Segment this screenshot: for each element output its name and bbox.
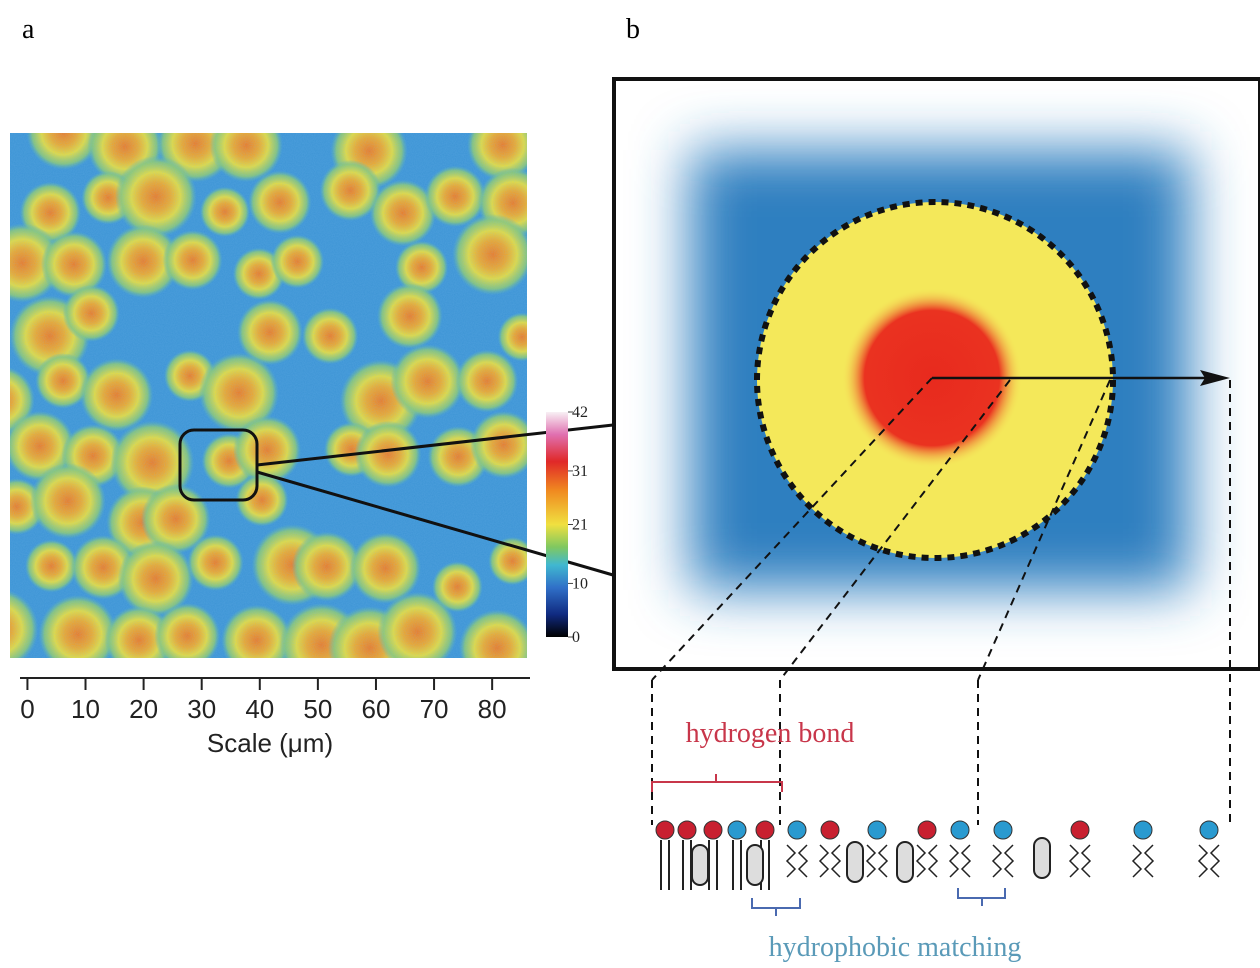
x-tick-label: 80 — [478, 694, 507, 724]
lipid-head — [788, 821, 806, 839]
x-tick-label: 30 — [187, 694, 216, 724]
lipid-tail — [661, 840, 669, 890]
colorbar-tick-label: 0 — [572, 629, 580, 646]
lipid-tail — [733, 840, 741, 890]
lipid-tail — [1133, 845, 1153, 877]
x-tick-label: 20 — [129, 694, 158, 724]
cholesterol — [897, 842, 913, 882]
cholesterol — [692, 845, 708, 885]
lipid-tail — [867, 845, 887, 877]
x-tick-label: 50 — [303, 694, 332, 724]
panel-label: a — [22, 14, 35, 45]
x-tick-label: 10 — [71, 694, 100, 724]
colorbar-tick-label: 10 — [572, 575, 588, 592]
figure: a b Scale (μm) hydrogen bond hydrophobic — [0, 0, 1260, 968]
annotation: hydrogen bond — [686, 718, 855, 749]
lipid-tail — [917, 845, 937, 877]
lipid-head — [821, 821, 839, 839]
cholesterol — [747, 845, 763, 885]
lipid-head — [728, 821, 746, 839]
bracket — [652, 774, 782, 792]
lipid-head — [756, 821, 774, 839]
lipid-head — [951, 821, 969, 839]
lipid-tail — [993, 845, 1013, 877]
lipid-tail — [950, 845, 970, 877]
lipid-head — [918, 821, 936, 839]
x-axis-label: Scale (μm) — [207, 728, 333, 758]
lipid-head — [678, 821, 696, 839]
lipid-head — [868, 821, 886, 839]
lipid-tail — [683, 840, 691, 890]
colorbar-tick-label: 21 — [572, 517, 588, 534]
colorbar-tick-label: 42 — [572, 404, 588, 421]
panel-label: b — [626, 14, 640, 45]
lipid-tail — [709, 840, 717, 890]
colorbar-tick-label: 31 — [572, 463, 588, 480]
noise — [10, 133, 527, 658]
lipid-tail — [787, 845, 807, 877]
bracket — [752, 888, 1005, 916]
annotation: hydrophobic matching — [769, 932, 1022, 963]
heatmap — [0, 95, 548, 689]
lipid-head — [1134, 821, 1152, 839]
lipid-head — [1071, 821, 1089, 839]
lipid-head — [1200, 821, 1218, 839]
membrane — [656, 821, 1219, 890]
lipid-tail — [1199, 845, 1219, 877]
lipid-tail — [820, 845, 840, 877]
lipid-tail — [1070, 845, 1090, 877]
x-tick-label: 40 — [245, 694, 274, 724]
x-tick-label: 0 — [20, 694, 34, 724]
cholesterol — [1034, 838, 1050, 878]
x-tick-label: 60 — [362, 694, 391, 724]
lipid-head — [994, 821, 1012, 839]
x-tick-label: 70 — [420, 694, 449, 724]
cholesterol — [847, 842, 863, 882]
lipid-head — [704, 821, 722, 839]
lipid-head — [656, 821, 674, 839]
colorbar — [546, 412, 568, 637]
zoom-panel — [614, 79, 1260, 825]
